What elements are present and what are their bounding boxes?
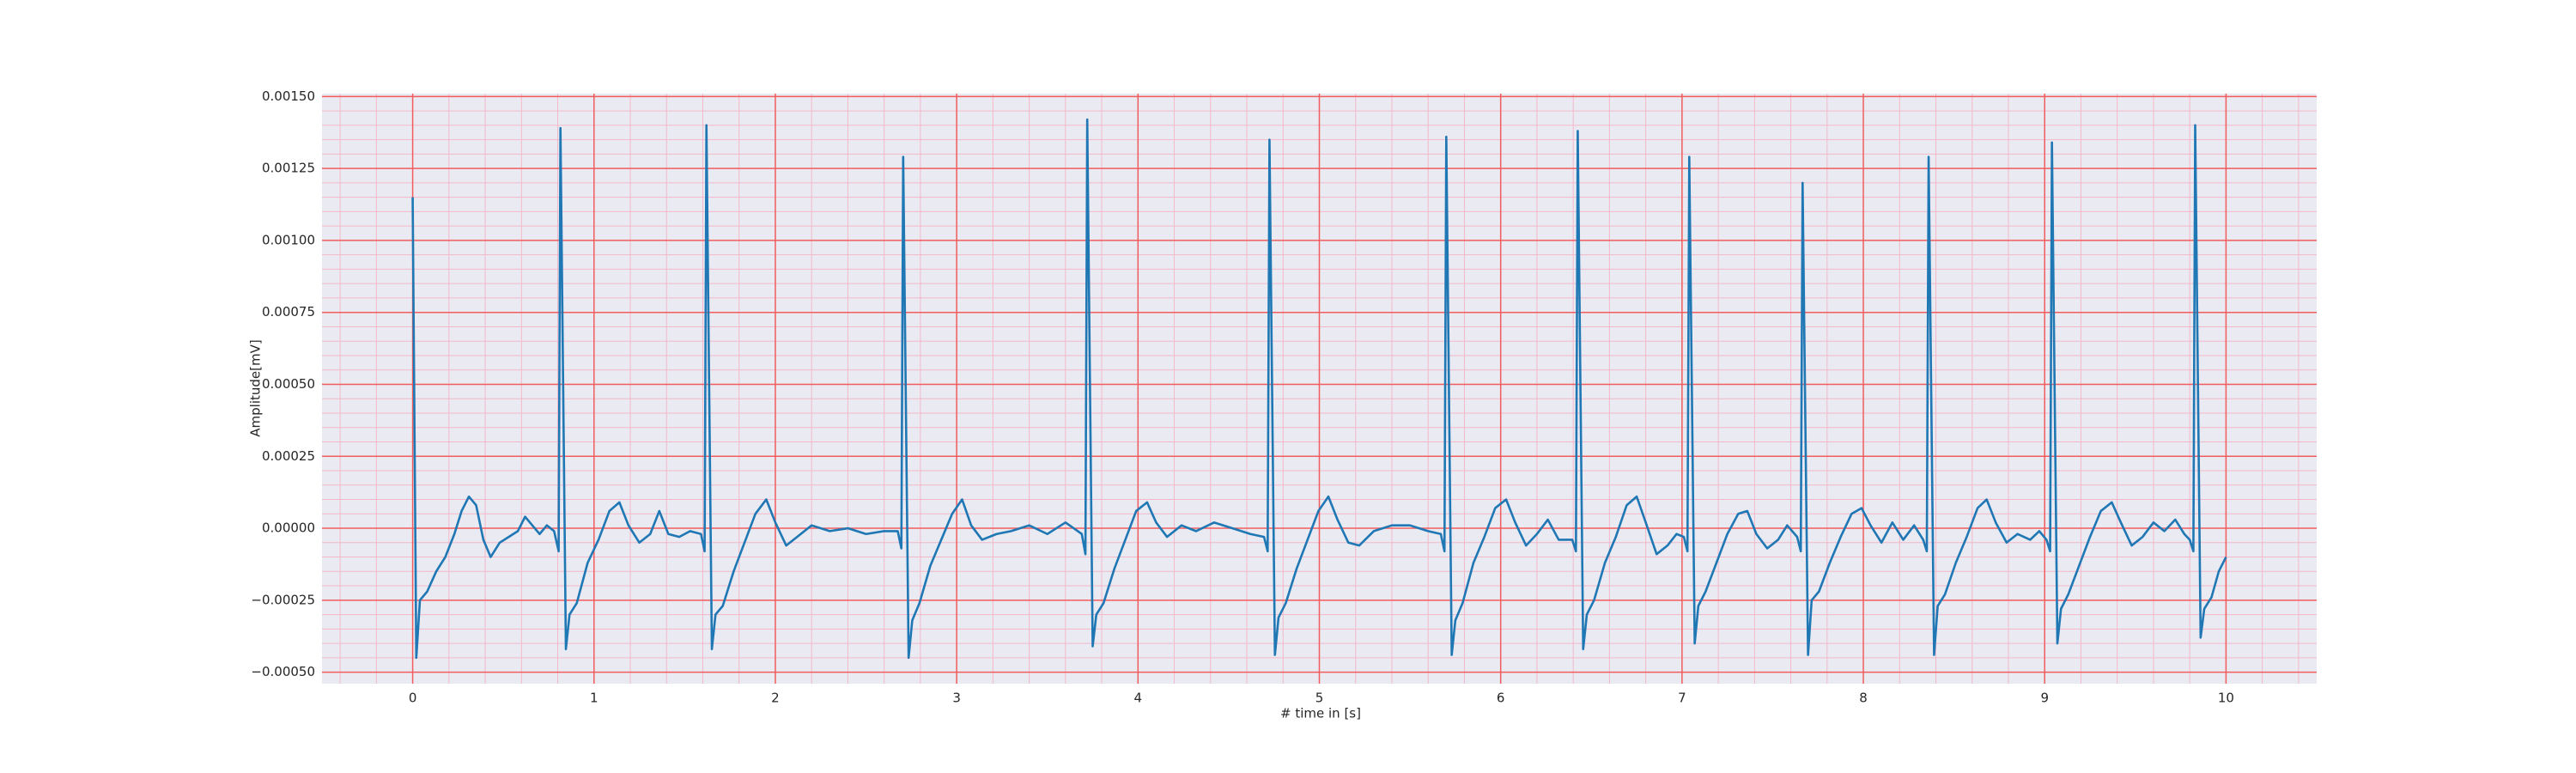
y-tick-label: 0.00000 (262, 520, 315, 536)
x-tick-label: 0 (409, 691, 417, 706)
y-tick-label: 0.00125 (262, 161, 315, 176)
x-tick-label: 8 (1859, 691, 1868, 706)
x-tick-label: 6 (1497, 691, 1505, 706)
y-tick-label: 0.00025 (262, 448, 315, 464)
y-tick-label: 0.00075 (262, 304, 315, 320)
x-tick-label: 3 (952, 691, 961, 706)
y-tick-label: 0.00050 (262, 376, 315, 392)
x-axis-label: # time in [s] (1280, 706, 1361, 721)
y-tick-label: 0.00100 (262, 232, 315, 247)
x-tick-label: 1 (590, 691, 598, 706)
y-tick-label: 0.00150 (262, 88, 315, 104)
x-tick-label: 5 (1315, 691, 1324, 706)
x-tick-label: 10 (2218, 691, 2234, 706)
y-tick-label: −0.00025 (251, 592, 315, 607)
x-tick-label: 7 (1678, 691, 1686, 706)
x-tick-label: 2 (771, 691, 780, 706)
y-tick-label: −0.00050 (251, 664, 315, 679)
x-tick-label: 4 (1134, 691, 1143, 706)
x-tick-label: 9 (2040, 691, 2049, 706)
ecg-line (411, 118, 2227, 660)
y-axis-label: Amplitude[mV] (248, 339, 264, 436)
